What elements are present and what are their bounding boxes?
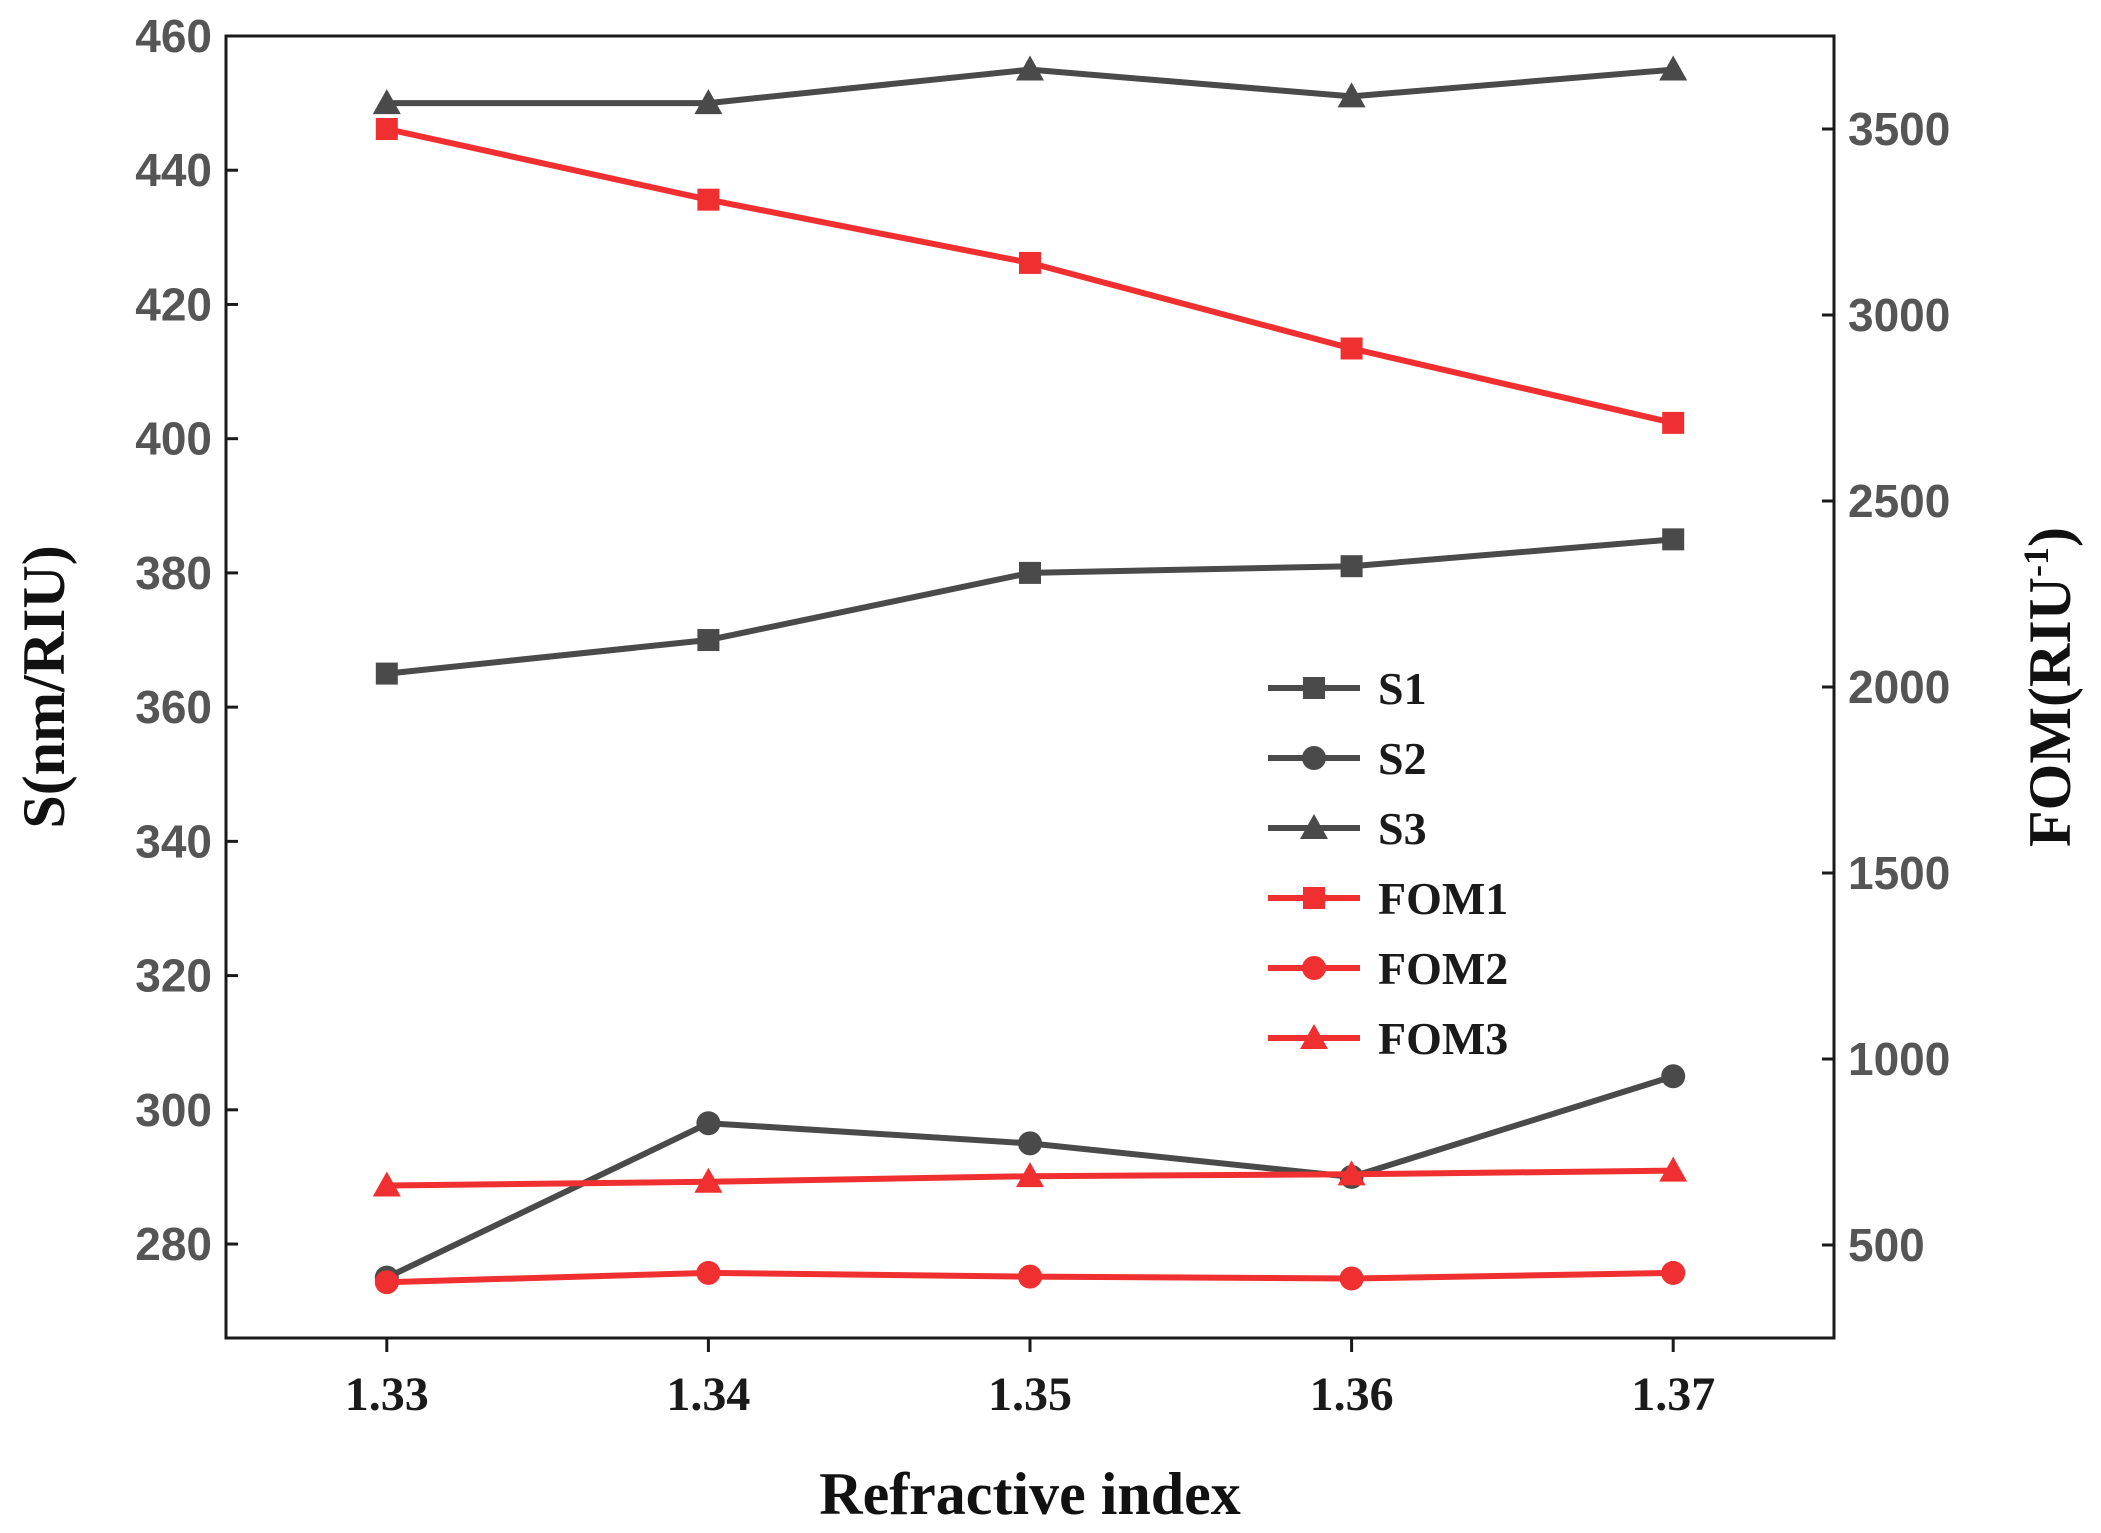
y-left-axis-title: S(nm/RIU) — [11, 545, 77, 828]
right-tick-label: 3000 — [1848, 289, 1950, 341]
x-tick-label: 1.36 — [1310, 1368, 1394, 1421]
x-tick-label: 1.33 — [345, 1368, 429, 1421]
series-fom1 — [375, 118, 1685, 434]
y-right-axis-title-superscript: -1 — [2016, 547, 2056, 577]
x-tick-label: 1.37 — [1631, 1368, 1715, 1421]
data-point-fom2 — [1661, 1260, 1686, 1285]
legend-item-s3: S3 — [1268, 803, 1427, 854]
data-point-fom1 — [375, 118, 398, 140]
data-point-s2 — [696, 1111, 721, 1136]
data-point-s3 — [1337, 82, 1366, 108]
data-point-fom2 — [1018, 1264, 1042, 1289]
left-tick-label: 460 — [135, 10, 212, 62]
left-tick-label: 340 — [135, 815, 212, 867]
legend-item-fom2: FOM2 — [1268, 943, 1508, 994]
data-point-fom2 — [696, 1260, 721, 1285]
data-point-s2 — [1018, 1131, 1042, 1156]
legend-marker-s2 — [1302, 746, 1326, 770]
right-tick-label: 500 — [1848, 1219, 1925, 1271]
left-tick-label: 420 — [135, 278, 212, 330]
legend-label-fom1: FOM1 — [1378, 873, 1508, 924]
legend-label-fom3: FOM3 — [1378, 1013, 1508, 1064]
legend-label-s1: S1 — [1378, 663, 1427, 714]
legend-marker-s1 — [1303, 677, 1325, 699]
series-layer — [372, 55, 1688, 1295]
data-point-s3 — [1016, 55, 1044, 81]
legend: S1 S2 S3 FOM1 FOM2 FOM3 — [1268, 663, 1508, 1064]
data-point-fom3 — [1659, 1156, 1688, 1182]
data-point-fom3 — [1016, 1162, 1044, 1188]
series-s1 — [375, 528, 1685, 685]
legend-marker-fom1 — [1303, 887, 1325, 909]
legend-label-s2: S2 — [1378, 733, 1427, 784]
right-tick-label: 2500 — [1848, 475, 1950, 527]
legend-label-fom2: FOM2 — [1378, 943, 1508, 994]
data-point-fom3 — [372, 1171, 401, 1197]
data-point-s1 — [1662, 528, 1685, 551]
data-point-fom1 — [697, 188, 720, 211]
series-fom2 — [374, 1260, 1686, 1295]
data-point-s3 — [372, 89, 401, 115]
data-point-s1 — [1019, 561, 1041, 584]
right-tick-label: 2000 — [1848, 661, 1950, 713]
legend-item-fom1: FOM1 — [1268, 873, 1508, 924]
data-point-s1 — [697, 629, 720, 652]
y-right-axis-title-main: FOM(RIU — [2017, 577, 2083, 847]
x-axis-ticks: 1.33 1.34 1.35 1.36 1.37 — [345, 1338, 1715, 1421]
x-tick-label: 1.34 — [666, 1368, 750, 1421]
left-tick-label: 380 — [135, 547, 212, 599]
right-tick-label: 3500 — [1848, 103, 1950, 155]
y-right-axis-title-close: ) — [2017, 527, 2083, 547]
left-tick-label: 440 — [135, 144, 212, 196]
data-point-s3 — [694, 89, 723, 115]
series-fom3 — [372, 1156, 1688, 1197]
right-tick-label: 1000 — [1848, 1033, 1950, 1085]
data-point-fom2 — [1339, 1266, 1364, 1291]
left-tick-label: 300 — [135, 1084, 212, 1136]
data-point-fom2 — [374, 1270, 399, 1295]
y-right-axis-title: FOM(RIU-1) — [2016, 527, 2083, 847]
legend-item-s1: S1 — [1268, 663, 1427, 714]
data-point-fom3 — [1337, 1160, 1366, 1186]
right-axis-ticks: 500 1000 1500 2000 2500 3000 3500 — [1822, 103, 1950, 1271]
data-point-s3 — [1659, 55, 1688, 81]
legend-item-s2: S2 — [1268, 733, 1427, 784]
data-point-s1 — [1340, 555, 1363, 578]
right-tick-label: 1500 — [1848, 847, 1950, 899]
x-axis-title: Refractive index — [819, 1461, 1241, 1527]
data-point-fom3 — [694, 1167, 723, 1193]
left-tick-label: 400 — [135, 413, 212, 465]
left-tick-label: 280 — [135, 1218, 212, 1270]
left-tick-label: 320 — [135, 950, 212, 1002]
legend-label-s3: S3 — [1378, 803, 1427, 854]
legend-marker-fom3 — [1300, 1024, 1328, 1049]
data-point-s1 — [375, 662, 398, 685]
data-point-fom1 — [1662, 411, 1685, 434]
left-axis-ticks: 280 300 320 340 360 380 400 420 440 460 — [135, 10, 238, 1270]
plot-frame — [224, 34, 1836, 1340]
data-point-s2 — [1661, 1064, 1686, 1089]
legend-item-fom3: FOM3 — [1268, 1013, 1508, 1064]
left-tick-label: 360 — [135, 681, 212, 733]
legend-marker-fom2 — [1302, 956, 1326, 980]
x-tick-label: 1.35 — [988, 1368, 1072, 1421]
legend-marker-s3 — [1300, 814, 1328, 839]
data-point-fom1 — [1340, 337, 1363, 360]
data-point-fom1 — [1019, 251, 1041, 274]
series-s3 — [372, 55, 1688, 115]
